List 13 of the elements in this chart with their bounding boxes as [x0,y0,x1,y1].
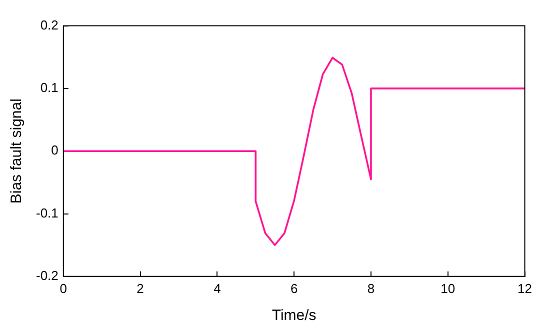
x-tick-label: 10 [440,280,456,296]
y-axis-title: Bias fault signal [8,98,26,204]
x-tick-label: 8 [367,280,375,296]
y-tick-label: -0.1 [36,205,58,220]
x-tick-label: 2 [136,280,144,296]
x-tick-label: 4 [214,280,221,296]
y-tick-label: -0.2 [36,268,58,283]
x-tick-label: 6 [290,280,298,296]
x-tick-label: 12 [518,280,532,296]
x-axis-title: Time/s [272,307,316,324]
y-tick-label: 0.1 [40,80,58,96]
y-tick-label: 0.2 [40,17,58,32]
y-tick-label: 0 [51,142,58,158]
